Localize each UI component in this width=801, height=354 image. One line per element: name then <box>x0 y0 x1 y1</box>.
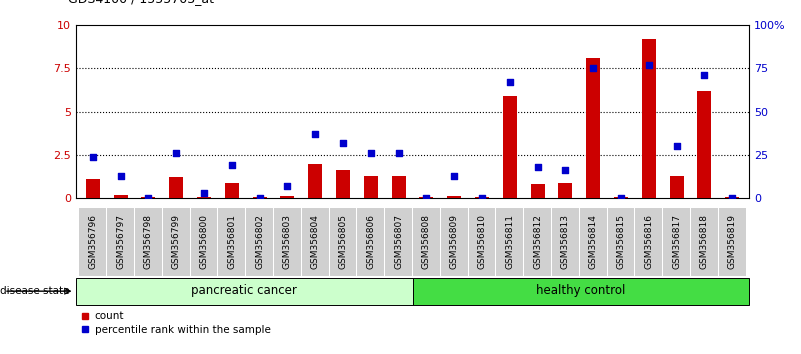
FancyBboxPatch shape <box>330 207 356 276</box>
Bar <box>558 183 573 198</box>
Point <box>170 150 183 156</box>
FancyBboxPatch shape <box>497 207 523 276</box>
Text: GSM356808: GSM356808 <box>422 215 431 269</box>
Bar <box>642 39 656 198</box>
Bar <box>503 96 517 198</box>
Text: GSM356800: GSM356800 <box>199 215 208 269</box>
Text: healthy control: healthy control <box>536 284 626 297</box>
FancyBboxPatch shape <box>608 207 634 276</box>
Point <box>309 131 322 137</box>
Text: GSM356801: GSM356801 <box>227 215 236 269</box>
Point <box>420 195 433 201</box>
Point <box>142 195 155 201</box>
Point <box>253 195 266 201</box>
Point <box>476 195 489 201</box>
Point <box>198 190 211 196</box>
FancyBboxPatch shape <box>663 207 690 276</box>
Text: GSM356798: GSM356798 <box>144 215 153 269</box>
Bar <box>86 179 100 198</box>
Text: GSM356818: GSM356818 <box>700 215 709 269</box>
Text: GSM356797: GSM356797 <box>116 215 125 269</box>
Text: GSM356804: GSM356804 <box>311 215 320 269</box>
FancyBboxPatch shape <box>385 207 412 276</box>
Bar <box>169 177 183 198</box>
Bar <box>698 91 711 198</box>
FancyBboxPatch shape <box>413 278 749 305</box>
FancyBboxPatch shape <box>580 207 606 276</box>
Bar <box>225 183 239 198</box>
Point <box>115 173 127 178</box>
FancyBboxPatch shape <box>163 207 190 276</box>
Bar <box>586 58 600 198</box>
Point <box>281 183 294 189</box>
Bar <box>670 176 683 198</box>
Point <box>726 195 739 201</box>
Bar <box>308 164 322 198</box>
Text: GSM356810: GSM356810 <box>477 215 486 269</box>
Bar <box>114 195 127 198</box>
Text: GSM356809: GSM356809 <box>449 215 459 269</box>
Point <box>614 195 627 201</box>
Point <box>642 62 655 68</box>
FancyBboxPatch shape <box>441 207 468 276</box>
Bar <box>280 196 294 198</box>
Text: GSM356799: GSM356799 <box>171 215 181 269</box>
Text: GDS4100 / 1555703_at: GDS4100 / 1555703_at <box>68 0 214 5</box>
Text: GSM356819: GSM356819 <box>728 215 737 269</box>
Point <box>670 143 683 149</box>
Point <box>364 150 377 156</box>
Point <box>698 72 710 78</box>
Bar <box>531 184 545 198</box>
FancyBboxPatch shape <box>246 207 273 276</box>
FancyBboxPatch shape <box>635 207 662 276</box>
Text: GSM356811: GSM356811 <box>505 215 514 269</box>
FancyBboxPatch shape <box>219 207 245 276</box>
FancyBboxPatch shape <box>525 207 551 276</box>
Point <box>559 168 572 173</box>
FancyBboxPatch shape <box>107 207 134 276</box>
Text: GSM356796: GSM356796 <box>88 215 97 269</box>
Text: GSM356816: GSM356816 <box>644 215 654 269</box>
FancyBboxPatch shape <box>691 207 718 276</box>
Text: GSM356802: GSM356802 <box>255 215 264 269</box>
Text: GSM356815: GSM356815 <box>617 215 626 269</box>
Text: GSM356812: GSM356812 <box>533 215 542 269</box>
Text: GSM356814: GSM356814 <box>589 215 598 269</box>
FancyBboxPatch shape <box>135 207 162 276</box>
Text: disease state: disease state <box>0 286 70 296</box>
Point <box>531 164 544 170</box>
Bar <box>447 196 461 198</box>
FancyBboxPatch shape <box>302 207 328 276</box>
FancyBboxPatch shape <box>191 207 217 276</box>
Point <box>448 173 461 178</box>
Point <box>87 154 99 159</box>
FancyBboxPatch shape <box>79 207 106 276</box>
Point <box>225 162 238 168</box>
Text: GSM356805: GSM356805 <box>339 215 348 269</box>
Bar <box>336 171 350 198</box>
Text: GSM356806: GSM356806 <box>366 215 376 269</box>
FancyBboxPatch shape <box>469 207 495 276</box>
Legend: count, percentile rank within the sample: count, percentile rank within the sample <box>82 312 271 335</box>
Point <box>503 79 516 85</box>
Text: GSM356807: GSM356807 <box>394 215 403 269</box>
Point <box>336 140 349 145</box>
Point <box>392 150 405 156</box>
Text: GSM356813: GSM356813 <box>561 215 570 269</box>
Bar <box>392 176 405 198</box>
FancyBboxPatch shape <box>552 207 579 276</box>
FancyBboxPatch shape <box>357 207 384 276</box>
Text: GSM356803: GSM356803 <box>283 215 292 269</box>
FancyBboxPatch shape <box>413 207 440 276</box>
Text: GSM356817: GSM356817 <box>672 215 681 269</box>
FancyBboxPatch shape <box>274 207 300 276</box>
Point <box>587 65 600 71</box>
FancyBboxPatch shape <box>719 207 746 276</box>
Bar <box>364 176 378 198</box>
Text: pancreatic cancer: pancreatic cancer <box>191 284 297 297</box>
FancyBboxPatch shape <box>76 278 413 305</box>
